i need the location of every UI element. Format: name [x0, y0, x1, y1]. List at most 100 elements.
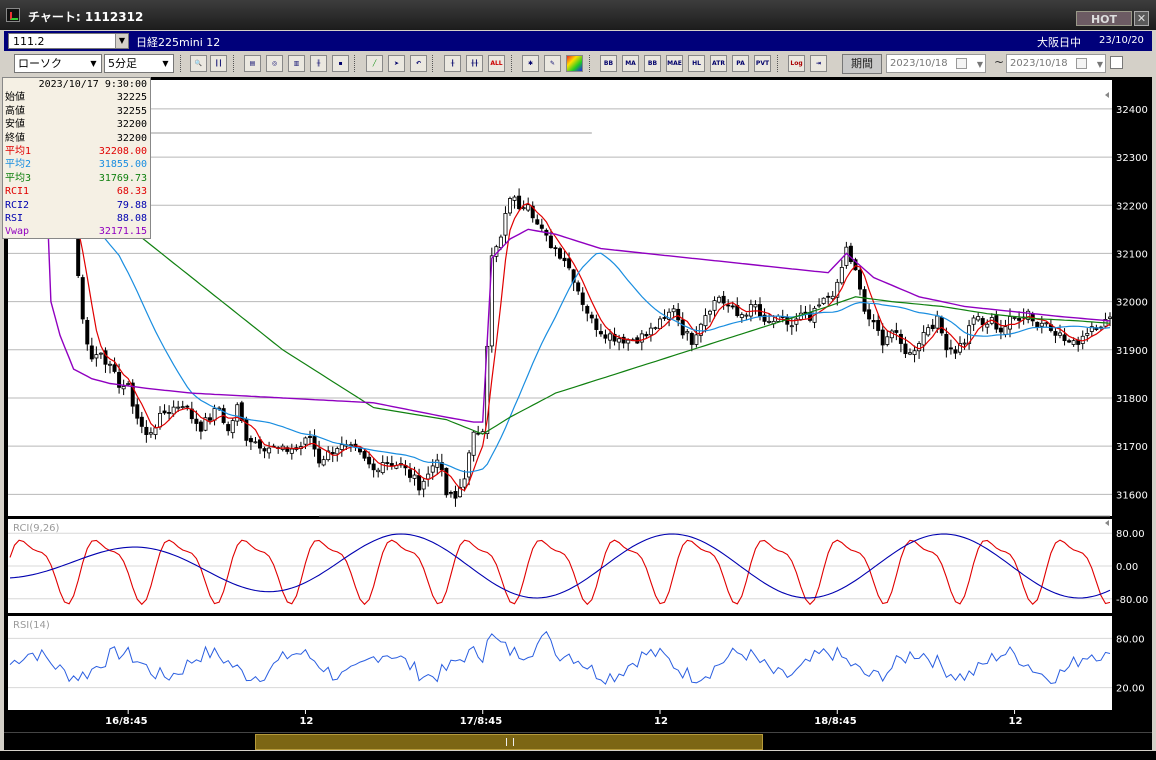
chevron-down-icon[interactable]: ▼ [976, 60, 983, 69]
candle-body [753, 304, 758, 308]
period-button[interactable]: 期間 [842, 54, 882, 74]
disabled-tool-icon[interactable]: ▪ [332, 55, 349, 72]
rsi-tick-label: 80.00 [1116, 634, 1145, 645]
color-palette-icon[interactable] [566, 55, 583, 72]
candle-body [80, 277, 85, 320]
code-value: 111.2 [13, 35, 45, 48]
candle-body [526, 204, 531, 211]
date-to-checkbox[interactable] [1076, 58, 1087, 69]
scrollbar-thumb[interactable] [255, 734, 763, 750]
chevron-down-icon[interactable]: ▼ [90, 59, 97, 68]
chart-type-select[interactable]: ローソク ▼ [14, 54, 102, 73]
candle-body [585, 306, 590, 314]
info-value: 32225 [116, 92, 147, 104]
date-from-checkbox[interactable] [956, 58, 967, 69]
candle-body [176, 406, 181, 409]
columns-icon[interactable]: ┃┃ [210, 55, 227, 72]
candle-body [571, 269, 576, 283]
candle-body [171, 406, 176, 415]
zoom-icon[interactable]: 🔍 [190, 55, 207, 72]
candle-body [921, 332, 926, 346]
candle-body [348, 444, 353, 447]
candle-body [89, 345, 94, 360]
candle-body [971, 317, 976, 325]
time-scrollbar[interactable] [4, 732, 1152, 750]
candle-body [939, 317, 944, 334]
indicator-mae-button[interactable]: MAE [666, 55, 683, 72]
search-chart-icon[interactable]: ◎ [266, 55, 283, 72]
info-value: 79.88 [116, 199, 147, 211]
info-label: 安値 [5, 119, 25, 131]
candle-body [712, 300, 717, 311]
undo-icon[interactable]: ↶ [410, 55, 427, 72]
info-row: 高値 32255 [3, 105, 150, 118]
indicator-bb-button[interactable]: BB [600, 55, 617, 72]
candle-body [908, 352, 912, 355]
hot-button[interactable]: HOT [1076, 11, 1132, 26]
x-tick-label: 12 [1009, 716, 1023, 727]
y-tick-label: 31900 [1116, 346, 1148, 357]
cursor-icon[interactable]: ➤ [388, 55, 405, 72]
print-icon[interactable]: ▤ [244, 55, 261, 72]
candle-body [462, 478, 467, 488]
chevron-down-icon[interactable]: ▼ [1096, 60, 1103, 69]
candle-body [1071, 340, 1076, 345]
indicator-pvt-button[interactable]: PVT [754, 55, 771, 72]
candle-icon[interactable]: ╂ [444, 55, 461, 72]
rci-title: RCI(9,26) [13, 523, 60, 534]
grip-icon[interactable] [506, 738, 514, 746]
candle-pair-icon[interactable]: ╂╂ [466, 55, 483, 72]
trendline-icon[interactable]: ╱ [366, 55, 383, 72]
info-value: 32208.00 [98, 145, 147, 157]
candle-body [267, 447, 272, 454]
candle-body [558, 248, 562, 259]
info-label: 始値 [5, 92, 25, 104]
candle-body [498, 236, 503, 249]
rsi-title: RSI(14) [13, 620, 50, 631]
info-value: 32200 [116, 132, 147, 144]
candle-body [203, 417, 208, 431]
candle-body [548, 235, 553, 249]
candle-body [235, 404, 240, 422]
candle-body [117, 372, 122, 388]
date-to-field[interactable]: 2023/10/18 ▼ [1006, 54, 1106, 73]
y-tick-label: 32300 [1116, 153, 1148, 164]
candle-body [717, 296, 722, 303]
indicator-para-button[interactable]: PA RA [732, 55, 749, 72]
date-from-field[interactable]: 2023/10/18 ▼ [886, 54, 986, 73]
candle-body [408, 469, 412, 478]
candle-body [1085, 333, 1090, 336]
bar-chart-icon[interactable]: ▥ [288, 55, 305, 72]
indicator-atr-button[interactable]: ATR [710, 55, 727, 72]
candle-body [835, 281, 840, 298]
candle-body [362, 451, 367, 459]
interval-select[interactable]: 5分足 ▼ [104, 54, 174, 73]
info-row: 安値 32200 [3, 118, 150, 131]
range-checkbox[interactable] [1110, 56, 1123, 69]
title-bar: チャート: 1112312 HOT ✕ [0, 0, 1156, 30]
all-button[interactable]: ALL [488, 55, 505, 72]
window-title: チャート: 1112312 [28, 10, 144, 24]
settings-icon[interactable]: ✱ [522, 55, 539, 72]
info-label: 平均3 [5, 172, 32, 184]
candle-body [767, 320, 772, 323]
date-range-separator: ~ [994, 55, 1005, 69]
indicator-icon[interactable]: ╫ [310, 55, 327, 72]
info-row: 終値 32200 [3, 132, 150, 145]
candle-body [517, 195, 522, 210]
toolbar-separator [511, 55, 513, 72]
export-icon[interactable]: ⇥ [810, 55, 827, 72]
pen-icon[interactable]: ✎ [544, 55, 561, 72]
indicator-hl-button[interactable]: HL [688, 55, 705, 72]
candle-body [794, 318, 799, 325]
candle-body [985, 323, 990, 328]
chevron-down-icon[interactable]: ▼ [115, 34, 128, 48]
chevron-down-icon[interactable]: ▼ [162, 59, 169, 68]
close-icon[interactable]: ✕ [1134, 11, 1149, 26]
code-select[interactable]: 111.2 ▼ [8, 33, 129, 49]
candle-body [330, 452, 335, 455]
indicator-ma-button[interactable]: MA [622, 55, 639, 72]
log-button[interactable]: Log [788, 55, 805, 72]
indicator-bb2-button[interactable]: BB [644, 55, 661, 72]
